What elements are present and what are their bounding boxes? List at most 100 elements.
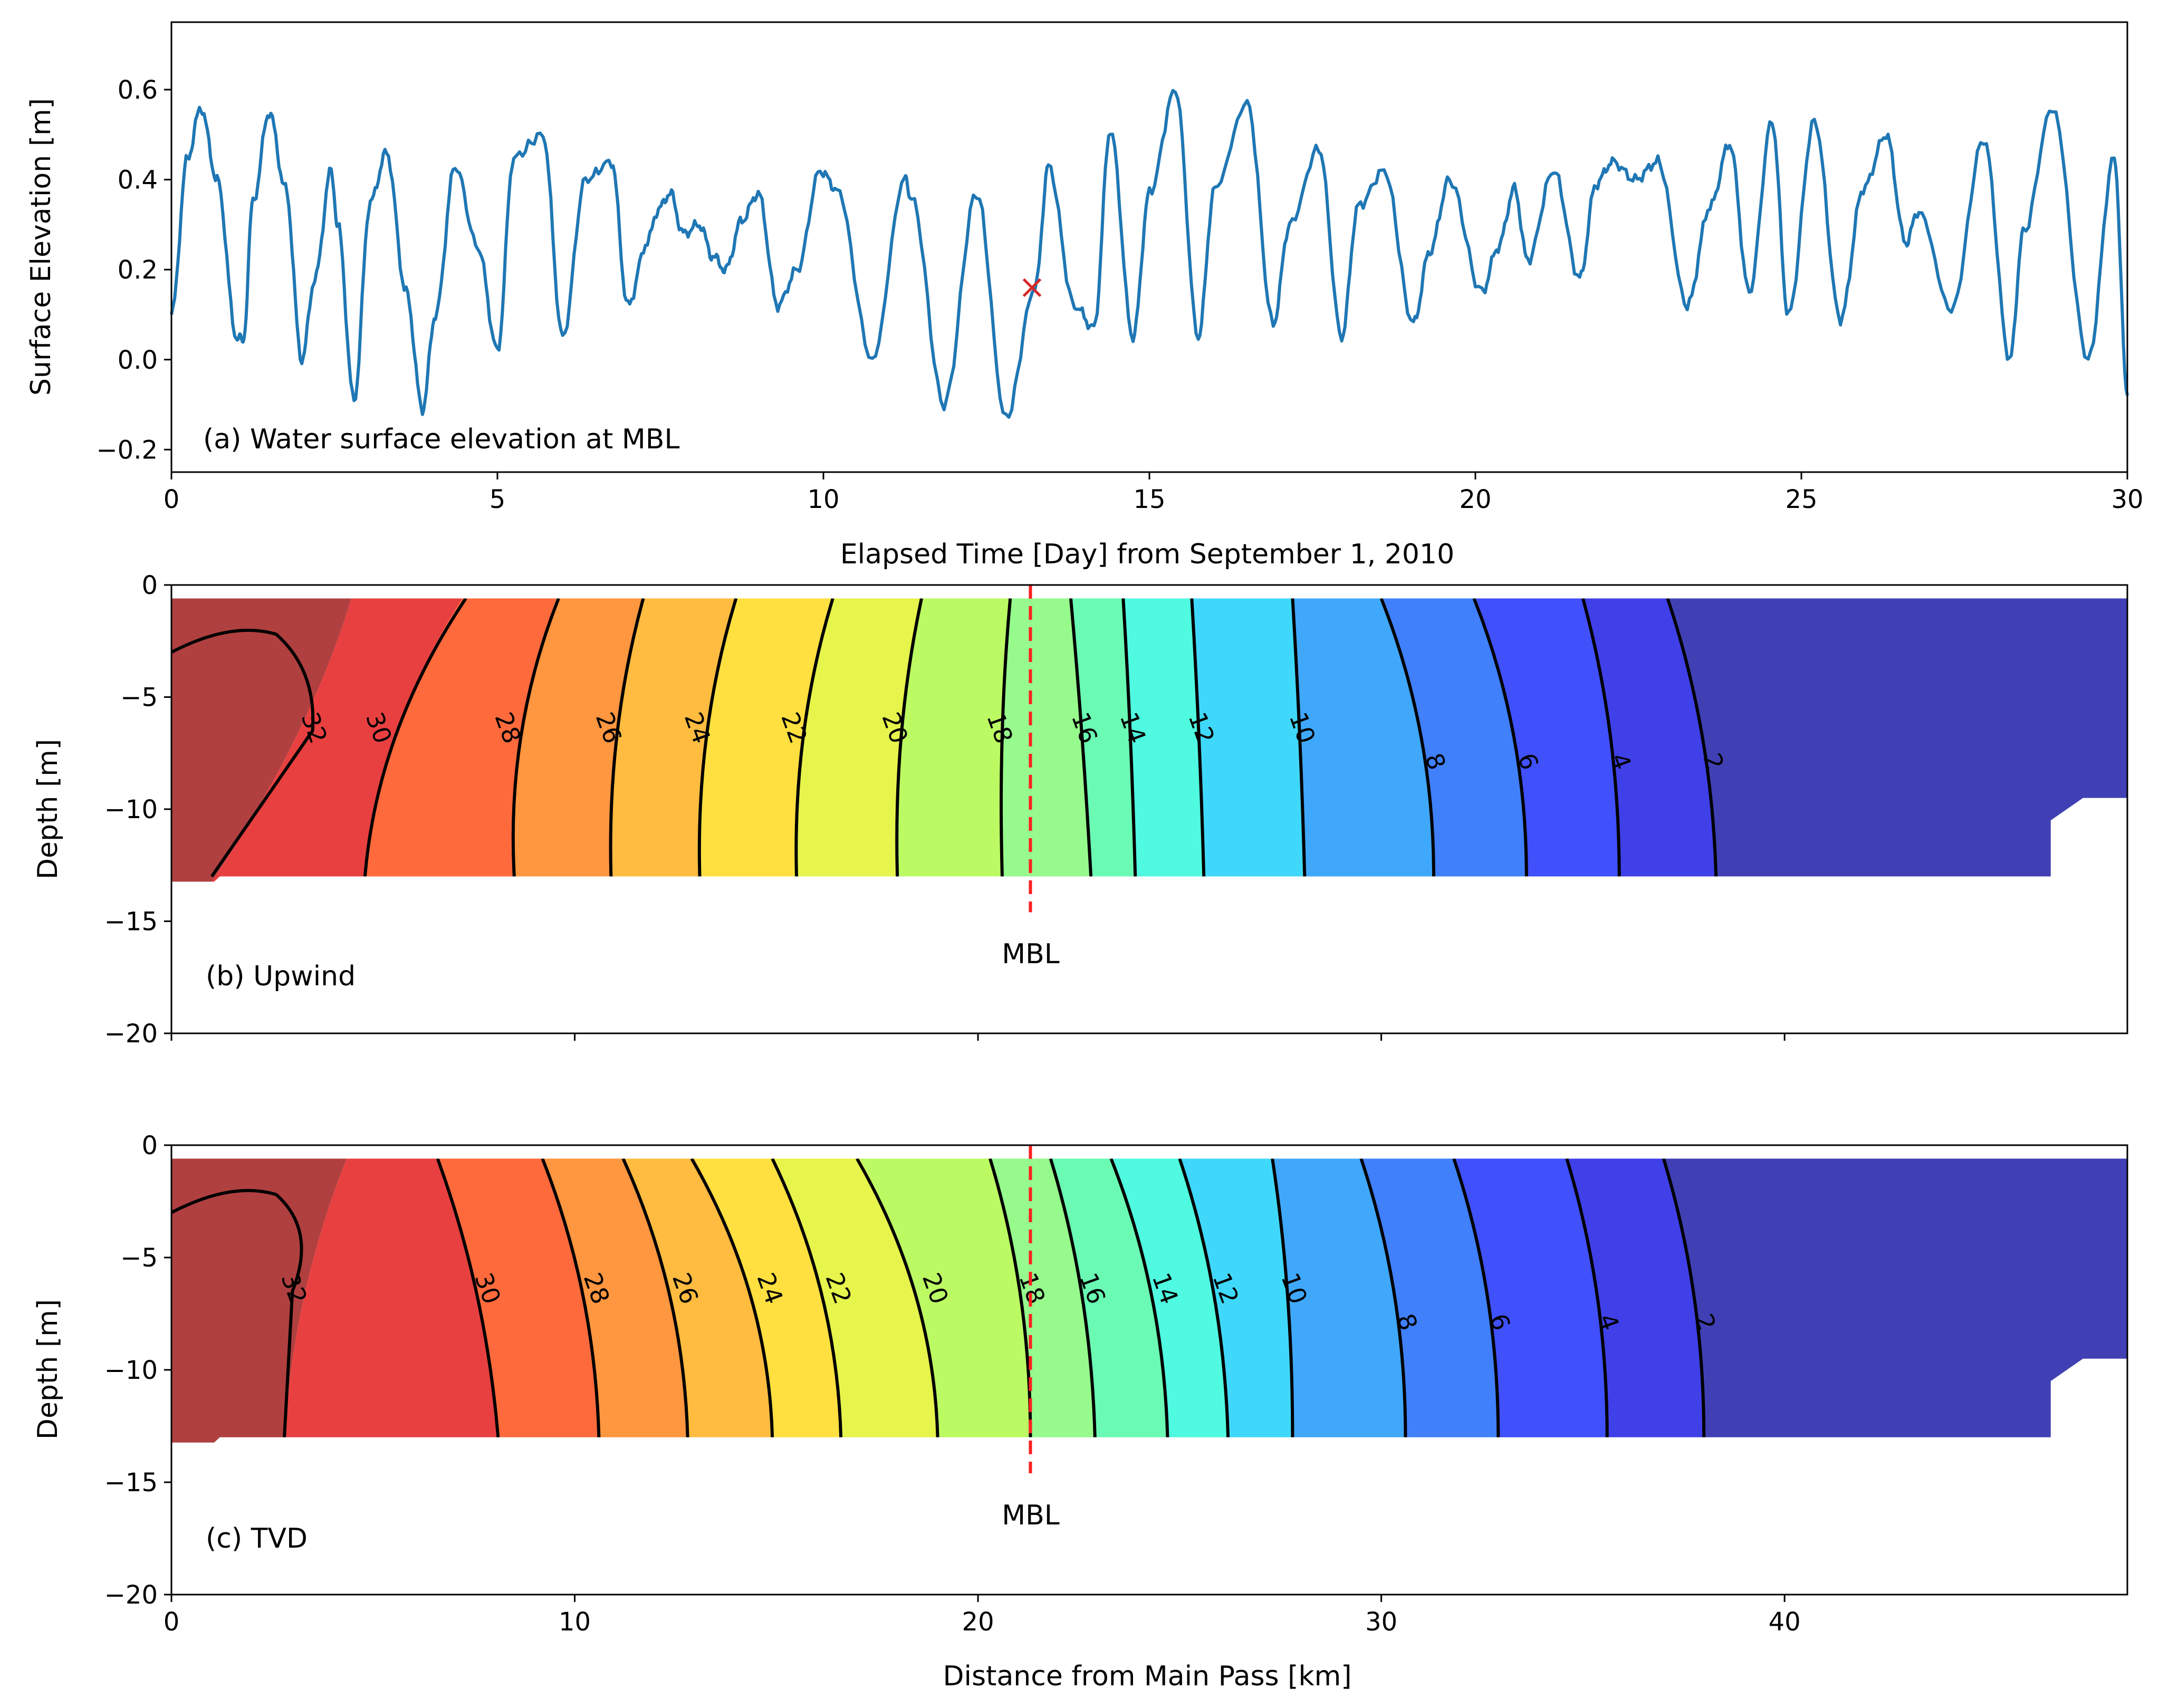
contour-line bbox=[1178, 1158, 1230, 1437]
panel-b-ticks: −20 −15 −10 −5 0 bbox=[104, 571, 1786, 1049]
contour-line bbox=[856, 1158, 939, 1437]
salinity-band bbox=[1454, 1158, 1607, 1443]
salinity-band bbox=[171, 598, 353, 882]
panel-c-tvd-contour: 32 30 28 26 24 22 20 18 16 14 12 108 6 4 2 −20−15−10−5… bbox=[32, 1131, 2128, 1692]
salinity-band bbox=[1663, 1158, 2127, 1443]
x-tick-label: 10 bbox=[559, 1607, 591, 1637]
contour-line bbox=[1662, 1158, 1706, 1437]
contour-line bbox=[1000, 598, 1012, 877]
contour-line bbox=[171, 628, 315, 878]
y-tick-label: 0.0 bbox=[118, 346, 158, 375]
salinity-band bbox=[542, 1158, 688, 1443]
salinity-band bbox=[1179, 1158, 1293, 1443]
panel-c-annotation: (c) TVD bbox=[206, 1523, 308, 1555]
salinity-band bbox=[857, 1158, 1031, 1443]
y-tick-label: −0.2 bbox=[96, 435, 158, 465]
salinity-band bbox=[1272, 1158, 1406, 1443]
salinity-band bbox=[212, 598, 466, 882]
salinity-band bbox=[1123, 598, 1204, 882]
panel-b-upwind-contour: 32 30 28 26 24 22 20 18 16 14 12 108 6 4 2 −20−15−10−5… bbox=[32, 571, 2128, 1049]
panel-a-water-surface-chart: 0 5 10 15 20 25 30 −0.2 0.0 0.2 0.4 0.6 (a) Water s… bbox=[25, 21, 2144, 570]
contour-line bbox=[794, 598, 834, 877]
panel-c-ticks: −20 −15 −10 −5 0 0 10 20 30 40 bbox=[104, 1131, 1801, 1637]
contour-line bbox=[1565, 1158, 1609, 1437]
y-tick-label: 0 bbox=[141, 571, 158, 600]
x-tick-label: 20 bbox=[962, 1607, 994, 1637]
y-tick-label: −20 bbox=[104, 1580, 158, 1610]
x-tick-label: 0 bbox=[164, 1607, 180, 1637]
contour-line bbox=[1379, 598, 1435, 877]
salinity-band bbox=[1381, 598, 1527, 882]
contour-line bbox=[1291, 598, 1307, 877]
y-tick-label: −5 bbox=[120, 1243, 158, 1273]
y-tick-label: −15 bbox=[104, 907, 158, 937]
x-tick-label: 30 bbox=[1365, 1607, 1397, 1637]
y-tick-label: 0.4 bbox=[118, 166, 158, 195]
salinity-band bbox=[796, 598, 922, 882]
salinity-band bbox=[1001, 598, 1091, 882]
y-tick-label: −10 bbox=[104, 795, 158, 824]
salinity-band bbox=[610, 598, 736, 882]
contour-line bbox=[1049, 1158, 1097, 1437]
panel-a-ticks: 0 5 10 15 20 25 30 −0.2 0.0 0.2 0.4 0.6 bbox=[96, 75, 2143, 514]
contour-line bbox=[1109, 1158, 1169, 1437]
contour-line bbox=[1472, 598, 1528, 877]
panel-c-ylabel: Depth [m] bbox=[32, 1299, 64, 1440]
y-tick-label: 0.6 bbox=[118, 75, 158, 105]
x-tick-label: 30 bbox=[2111, 485, 2143, 514]
salinity-band bbox=[772, 1158, 938, 1443]
salinity-band bbox=[1474, 598, 1619, 882]
x-tick-label: 20 bbox=[1459, 485, 1491, 514]
contour-line bbox=[171, 1189, 303, 1437]
marker-stroke bbox=[1022, 278, 1042, 298]
contour-line bbox=[609, 598, 645, 877]
salinity-band bbox=[1361, 1158, 1499, 1443]
y-tick-label: 0 bbox=[141, 1131, 158, 1160]
contour-line bbox=[690, 1158, 774, 1437]
contour-line bbox=[1666, 598, 1718, 877]
salinity-band bbox=[1192, 598, 1305, 882]
salinity-band bbox=[1667, 598, 2127, 882]
salinity-band bbox=[1050, 1158, 1168, 1443]
panel-b-annotation: (b) Upwind bbox=[206, 961, 356, 992]
panel-b-frame bbox=[170, 584, 2128, 1034]
salinity-band bbox=[699, 598, 833, 882]
salinity-band bbox=[692, 1158, 841, 1443]
salinity-band bbox=[1567, 1158, 1704, 1443]
contour-line bbox=[1452, 1158, 1500, 1437]
x-tick-label: 0 bbox=[164, 485, 180, 514]
salinity-band bbox=[284, 1158, 498, 1443]
contour-line bbox=[771, 1158, 843, 1437]
contour-line bbox=[1359, 1158, 1407, 1437]
contour-line bbox=[436, 1158, 500, 1438]
contour-line bbox=[511, 598, 560, 877]
y-tick-label: 0.2 bbox=[118, 255, 158, 285]
x-tick-label: 40 bbox=[1769, 1607, 1801, 1637]
salinity-band bbox=[897, 598, 1011, 882]
x-tick-label: 25 bbox=[1785, 485, 1817, 514]
panel-b-mbl-label: MBL bbox=[1002, 938, 1060, 970]
y-tick-label: −5 bbox=[120, 683, 158, 713]
elevation-series-line bbox=[170, 89, 2129, 419]
panel-c-xlabel: Distance from Main Pass [km] bbox=[943, 1661, 1351, 1692]
contour-line bbox=[541, 1158, 601, 1437]
contour-line bbox=[1581, 598, 1621, 877]
salinity-band bbox=[1292, 598, 1434, 882]
salinity-band bbox=[437, 1158, 599, 1443]
contour-line bbox=[989, 1158, 1032, 1437]
contour-line bbox=[1190, 598, 1206, 877]
panel-a-ylabel: Surface Elevation [m] bbox=[25, 98, 57, 396]
salinity-band bbox=[364, 598, 559, 882]
panel-a-frame bbox=[170, 21, 2128, 473]
y-tick-label: −20 bbox=[104, 1019, 158, 1049]
contour-line bbox=[1069, 598, 1093, 877]
x-tick-label: 5 bbox=[490, 485, 506, 514]
salinity-band bbox=[171, 1158, 349, 1443]
panel-c-mbl-label: MBL bbox=[1002, 1500, 1060, 1531]
panel-a-xlabel: Elapsed Time [Day] from September 1, 201… bbox=[840, 539, 1454, 570]
contour-line bbox=[1271, 1158, 1294, 1437]
y-tick-label: −10 bbox=[104, 1356, 158, 1385]
contour-line bbox=[1121, 598, 1137, 877]
panel-b-ylabel: Depth [m] bbox=[32, 739, 64, 879]
